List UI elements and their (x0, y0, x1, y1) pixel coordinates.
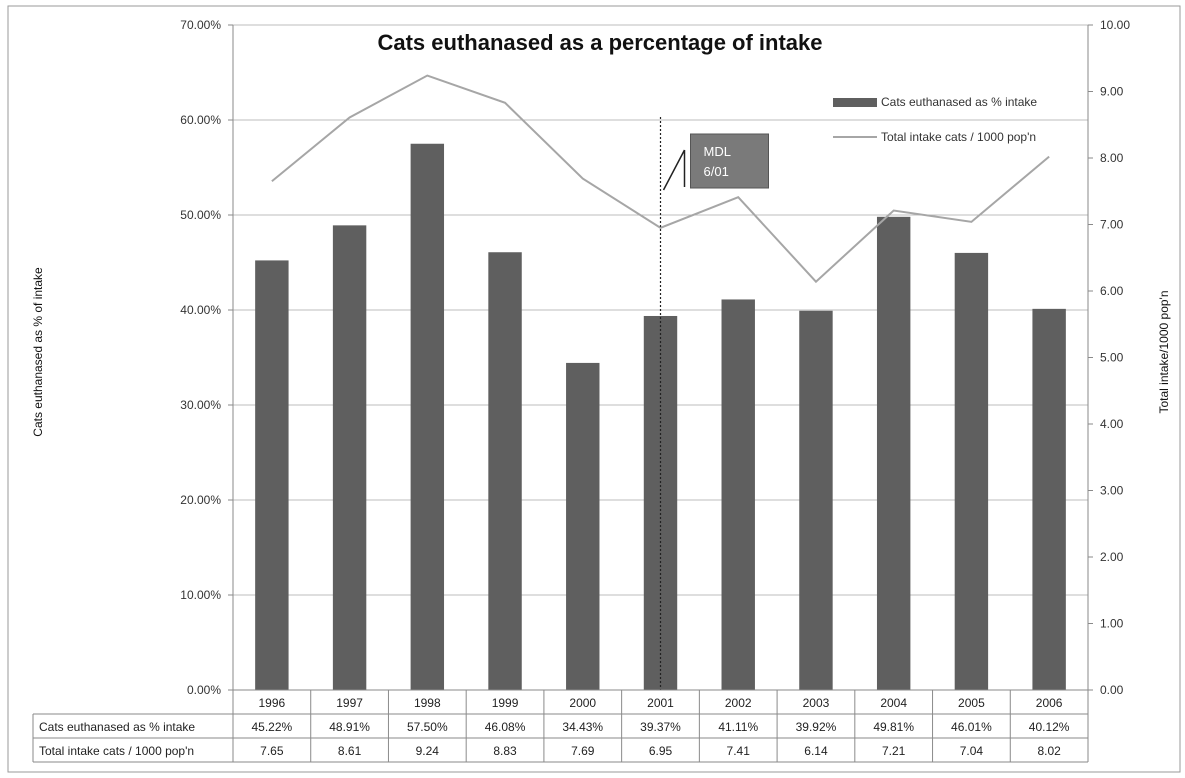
y2-tick-label: 6.00 (1100, 284, 1124, 298)
table-cell-line-value: 7.41 (727, 744, 751, 758)
y2-tick-label: 0.00 (1100, 683, 1124, 697)
bar (488, 252, 522, 691)
x-tick-label: 1999 (492, 696, 519, 710)
y2-tick-label: 3.00 (1100, 484, 1124, 498)
legend-label: Total intake cats / 1000 pop'n (881, 130, 1036, 144)
table-cell-line-value: 7.69 (571, 744, 595, 758)
y2-axis-title: Total intake/1000 pop'n (1157, 290, 1171, 413)
x-tick-label: 1996 (259, 696, 286, 710)
y-axis-title: Cats euthanased as % of intake (31, 267, 45, 437)
table-cell-bar-value: 49.81% (873, 720, 914, 734)
table-cell-bar-value: 45.22% (252, 720, 293, 734)
table-row-header: Cats euthanased as % intake (39, 720, 195, 734)
x-tick-label: 2000 (569, 696, 596, 710)
legend: Cats euthanased as % intake Total intake … (833, 95, 1037, 144)
table-cell-bar-value: 39.92% (796, 720, 837, 734)
x-tick-label: 2003 (803, 696, 830, 710)
x-tick-label: 2005 (958, 696, 985, 710)
table-cell-line-value: 7.21 (882, 744, 906, 758)
annotation-text: 6/01 (704, 164, 729, 179)
y2-tick-label: 1.00 (1100, 617, 1124, 631)
data-table: 1996 1997 1998 1999 2000 2001 2002 2003 2004 2005… (32, 689, 1089, 763)
table-cell-bar-value: 39.37% (640, 720, 681, 734)
bar (566, 362, 600, 690)
y-tick-label: 10.00% (180, 588, 221, 602)
bar (255, 260, 289, 690)
bar (721, 299, 755, 690)
legend-swatch-bar (833, 98, 877, 107)
table-cell-bar-value: 41.11% (718, 720, 758, 734)
y-tick-label: 70.00% (180, 18, 221, 32)
bar (332, 225, 367, 691)
x-tick-label: 1998 (414, 696, 441, 710)
table-cell-bar-value: 46.08% (485, 720, 526, 734)
table-cell-line-value: 8.83 (493, 744, 517, 758)
x-tick-label: 2002 (725, 696, 752, 710)
y-tick-label: 20.00% (180, 493, 221, 507)
y-tick-label: 40.00% (180, 303, 221, 317)
y-tick-label: 30.00% (180, 398, 221, 412)
y2-tick-label: 10.00 (1100, 18, 1130, 32)
y2-tick-label: 8.00 (1100, 151, 1124, 165)
bar (954, 252, 989, 690)
table-cell-line-value: 9.24 (416, 744, 440, 758)
series-line (271, 74, 1050, 284)
table-cell-bar-value: 57.50% (407, 720, 448, 734)
line-series (271, 74, 1050, 284)
table-cell-bar-value: 34.43% (562, 720, 603, 734)
table-cell-bar-value: 46.01% (951, 720, 992, 734)
table-cell-line-value: 8.02 (1037, 744, 1061, 758)
y2-tick-label: 2.00 (1100, 550, 1124, 564)
x-tick-label: 2006 (1036, 696, 1063, 710)
y2-tick-label: 9.00 (1100, 85, 1124, 99)
bar (1032, 308, 1066, 690)
table-cell-line-value: 6.14 (804, 744, 828, 758)
x-tick-label: 1997 (336, 696, 363, 710)
table-cell-line-value: 6.95 (649, 744, 673, 758)
bar-series (255, 143, 1066, 691)
annotation-box (690, 133, 769, 189)
annotation-text: MDL (704, 144, 731, 159)
annotation: MDL 6/01 (659, 117, 769, 690)
x-tick-label: 2004 (880, 696, 907, 710)
y-tick-label: 0.00% (187, 683, 221, 697)
annotation-callout-pointer (662, 149, 686, 191)
chart-title: Cats euthanased as a percentage of intak… (377, 30, 822, 55)
bar (876, 216, 911, 690)
bar (799, 310, 833, 690)
table-cell-line-value: 7.04 (960, 744, 984, 758)
x-tick-label: 2001 (647, 696, 674, 710)
y2-tick-label: 5.00 (1100, 351, 1124, 365)
y2-tick-label: 7.00 (1100, 218, 1124, 232)
bar (410, 143, 445, 690)
legend-label: Cats euthanased as % intake (881, 95, 1037, 109)
table-cell-bar-value: 48.91% (329, 720, 370, 734)
y-tick-label: 60.00% (180, 113, 221, 127)
y2-tick-label: 4.00 (1100, 417, 1124, 431)
table-cell-line-value: 8.61 (338, 744, 362, 758)
y-tick-label: 50.00% (180, 208, 221, 222)
table-row-header: Total intake cats / 1000 pop'n (39, 744, 194, 758)
table-cell-line-value: 7.65 (260, 744, 284, 758)
table-cell-bar-value: 40.12% (1029, 720, 1070, 734)
